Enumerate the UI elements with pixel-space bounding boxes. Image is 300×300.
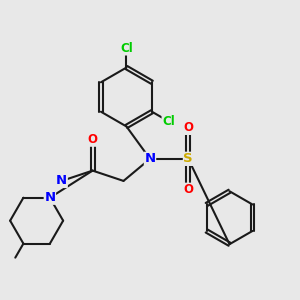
Text: O: O: [183, 183, 193, 196]
Text: N: N: [56, 174, 67, 188]
Text: O: O: [88, 133, 98, 146]
Text: Cl: Cl: [162, 115, 175, 128]
Text: S: S: [184, 152, 193, 165]
Text: N: N: [44, 191, 56, 204]
Text: O: O: [183, 122, 193, 134]
Text: Cl: Cl: [120, 42, 133, 55]
Text: N: N: [144, 152, 156, 165]
